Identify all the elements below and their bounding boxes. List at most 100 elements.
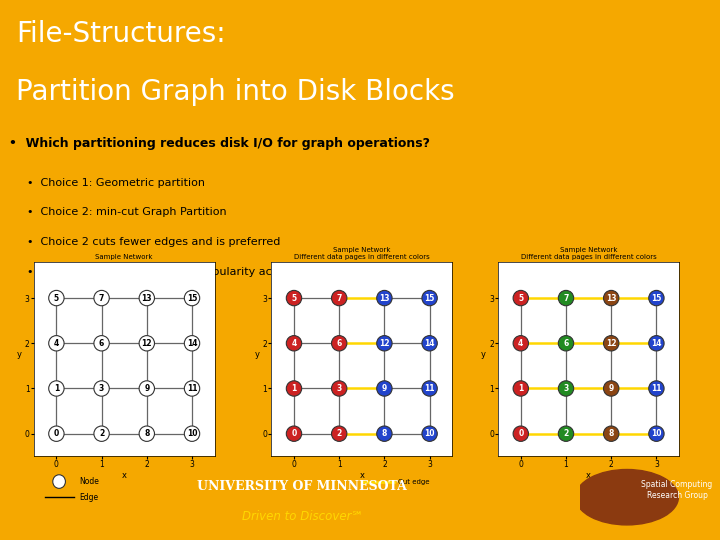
Text: 6: 6	[563, 339, 569, 348]
Circle shape	[49, 335, 64, 351]
Circle shape	[558, 381, 574, 396]
Text: 4: 4	[54, 339, 59, 348]
Circle shape	[649, 335, 664, 351]
Text: 2: 2	[99, 429, 104, 438]
Circle shape	[94, 381, 109, 396]
Text: Driven to Discover℠: Driven to Discover℠	[242, 510, 363, 523]
Circle shape	[603, 291, 619, 306]
Circle shape	[558, 335, 574, 351]
Text: 0: 0	[292, 429, 297, 438]
Circle shape	[49, 291, 64, 306]
Text: 11: 11	[651, 384, 662, 393]
Text: 8: 8	[608, 429, 614, 438]
Circle shape	[513, 381, 528, 396]
Text: Cut edge: Cut edge	[398, 478, 429, 484]
Circle shape	[287, 381, 302, 396]
Circle shape	[287, 291, 302, 306]
Title: Sample Network
Different data pages in different colors: Sample Network Different data pages in d…	[521, 247, 657, 260]
Y-axis label: y: y	[17, 350, 22, 359]
Title: Sample Network: Sample Network	[96, 254, 153, 260]
Circle shape	[184, 291, 199, 306]
Text: 12: 12	[379, 339, 390, 348]
Circle shape	[603, 335, 619, 351]
X-axis label: x: x	[122, 471, 127, 480]
Text: 1: 1	[54, 384, 59, 393]
Text: 9: 9	[382, 384, 387, 393]
Text: Node: Node	[79, 477, 99, 486]
Title: Sample Network
Different data pages in different colors: Sample Network Different data pages in d…	[294, 247, 430, 260]
Text: 7: 7	[99, 294, 104, 302]
Text: 8: 8	[144, 429, 150, 438]
Text: 2: 2	[563, 429, 569, 438]
Circle shape	[377, 381, 392, 396]
Circle shape	[649, 381, 664, 396]
Text: 13: 13	[142, 294, 152, 302]
Text: •  Assuming uniform querying popularity across edges: • Assuming uniform querying popularity a…	[27, 267, 332, 277]
Circle shape	[377, 291, 392, 306]
Circle shape	[331, 291, 347, 306]
Text: Partition Graph into Disk Blocks: Partition Graph into Disk Blocks	[16, 78, 454, 106]
Text: 1: 1	[292, 384, 297, 393]
Text: 15: 15	[424, 294, 435, 302]
Text: 10: 10	[186, 429, 197, 438]
Circle shape	[575, 469, 678, 525]
Text: 15: 15	[186, 294, 197, 302]
Text: 3: 3	[336, 384, 342, 393]
Text: 4: 4	[518, 339, 523, 348]
Text: •  Choice 2: min-cut Graph Partition: • Choice 2: min-cut Graph Partition	[27, 207, 227, 218]
Circle shape	[513, 426, 528, 441]
Text: •  Choice 2 cuts fewer edges and is preferred: • Choice 2 cuts fewer edges and is prefe…	[27, 237, 281, 247]
Text: Cut edge: Cut edge	[625, 478, 656, 484]
Circle shape	[287, 335, 302, 351]
Text: 6: 6	[336, 339, 342, 348]
Circle shape	[49, 381, 64, 396]
Circle shape	[49, 426, 64, 441]
Text: 12: 12	[142, 339, 152, 348]
Circle shape	[94, 291, 109, 306]
Text: 14: 14	[651, 339, 662, 348]
Text: 0: 0	[54, 429, 59, 438]
Circle shape	[558, 426, 574, 441]
Circle shape	[139, 335, 155, 351]
Circle shape	[513, 291, 528, 306]
Text: 7: 7	[336, 294, 342, 302]
Text: 2: 2	[336, 429, 342, 438]
Y-axis label: y: y	[254, 350, 259, 359]
Text: Edge: Edge	[79, 492, 98, 502]
Circle shape	[422, 291, 437, 306]
Circle shape	[184, 381, 199, 396]
Text: 12: 12	[606, 339, 616, 348]
Circle shape	[603, 426, 619, 441]
Circle shape	[513, 335, 528, 351]
Circle shape	[422, 381, 437, 396]
Text: 10: 10	[651, 429, 662, 438]
Text: Spatial Computing
Research Group: Spatial Computing Research Group	[642, 480, 713, 500]
Text: •  Which partitioning reduces disk I/O for graph operations?: • Which partitioning reduces disk I/O fo…	[9, 137, 430, 150]
Circle shape	[139, 381, 155, 396]
X-axis label: x: x	[586, 471, 591, 480]
Circle shape	[649, 291, 664, 306]
Text: 14: 14	[186, 339, 197, 348]
Text: 14: 14	[424, 339, 435, 348]
Text: 6: 6	[99, 339, 104, 348]
Circle shape	[184, 335, 199, 351]
Text: •  Choice 1: Geometric partition: • Choice 1: Geometric partition	[27, 178, 205, 188]
Text: 11: 11	[424, 384, 435, 393]
Text: 10: 10	[424, 429, 435, 438]
Text: 4: 4	[292, 339, 297, 348]
Circle shape	[331, 381, 347, 396]
Circle shape	[377, 335, 392, 351]
Circle shape	[94, 426, 109, 441]
Text: 0: 0	[518, 429, 523, 438]
Circle shape	[139, 426, 155, 441]
Text: 5: 5	[54, 294, 59, 302]
Circle shape	[53, 475, 66, 488]
Circle shape	[184, 426, 199, 441]
Text: UNIVERSITY OF MINNESOTA: UNIVERSITY OF MINNESOTA	[197, 480, 408, 493]
Circle shape	[287, 426, 302, 441]
Text: 9: 9	[608, 384, 614, 393]
Text: 5: 5	[292, 294, 297, 302]
Circle shape	[94, 335, 109, 351]
Text: 3: 3	[99, 384, 104, 393]
Circle shape	[331, 335, 347, 351]
